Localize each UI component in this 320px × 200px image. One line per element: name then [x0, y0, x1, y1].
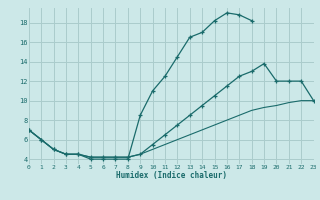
- X-axis label: Humidex (Indice chaleur): Humidex (Indice chaleur): [116, 171, 227, 180]
